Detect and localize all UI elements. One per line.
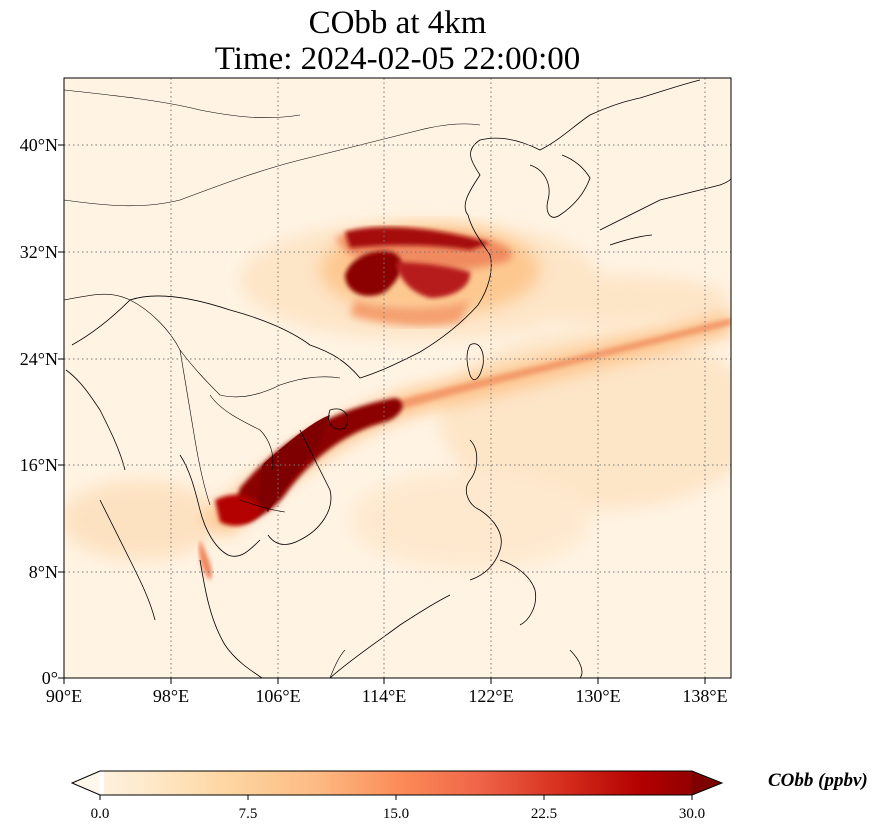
colorbar-tick-label: 22.5 xyxy=(530,806,558,822)
colorbar-label: CObb (ppbv) xyxy=(768,770,868,791)
lon-tick-label: 114°E xyxy=(361,686,407,706)
lat-tick-label: 16°N xyxy=(19,455,58,475)
colorbar-extend-max xyxy=(692,771,722,795)
map-title: CObb at 4km xyxy=(308,5,487,41)
lat-tick-label: 8°N xyxy=(28,562,58,582)
colorbar-tick-label: 30.0 xyxy=(678,806,706,822)
lon-tick-label: 138°E xyxy=(682,686,728,706)
map-plot-area xyxy=(64,78,731,678)
map-subtitle-time: Time: 2024-02-05 22:00:00 xyxy=(214,41,581,77)
axis-ticks xyxy=(58,144,706,684)
coastlines xyxy=(65,79,731,678)
country-borders xyxy=(64,89,481,678)
lat-tick-label: 0° xyxy=(41,668,58,688)
lon-tick-label: 90°E xyxy=(45,686,83,706)
lon-tick-label: 98°E xyxy=(152,686,190,706)
lat-tick-label: 24°N xyxy=(19,349,58,369)
colorbar xyxy=(64,768,724,800)
colorbar-tick-label: 15.0 xyxy=(382,806,410,822)
lon-tick-label: 130°E xyxy=(575,686,621,706)
colorbar-tick-label: 7.5 xyxy=(238,806,258,822)
lat-tick-label: 40°N xyxy=(19,135,58,155)
lat-tick-label: 32°N xyxy=(19,242,58,262)
map-frame xyxy=(63,77,732,679)
colorbar-tick-label: 0.0 xyxy=(90,806,110,822)
lon-tick-label: 122°E xyxy=(468,686,514,706)
lon-tick-label: 106°E xyxy=(255,686,301,706)
gridlines xyxy=(64,78,731,678)
